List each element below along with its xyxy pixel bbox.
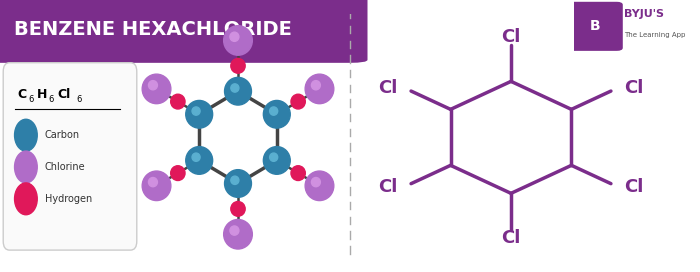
Circle shape <box>230 226 239 235</box>
Circle shape <box>186 100 213 128</box>
Circle shape <box>291 94 305 109</box>
Circle shape <box>270 107 278 115</box>
Text: The Learning App: The Learning App <box>624 32 685 38</box>
Circle shape <box>305 74 334 104</box>
Text: Cl: Cl <box>501 229 521 247</box>
Circle shape <box>171 166 185 181</box>
Circle shape <box>312 178 321 187</box>
Text: C: C <box>17 88 26 101</box>
Text: BENZENE HEXACHLORIDE: BENZENE HEXACHLORIDE <box>14 20 292 39</box>
Text: Cl: Cl <box>378 178 398 196</box>
FancyBboxPatch shape <box>568 2 623 51</box>
Text: Cl: Cl <box>624 178 644 196</box>
Text: 6: 6 <box>48 95 54 104</box>
Text: Carbon: Carbon <box>45 130 80 140</box>
Circle shape <box>225 170 251 197</box>
Circle shape <box>291 166 305 181</box>
Circle shape <box>263 100 290 128</box>
Circle shape <box>15 119 37 151</box>
Circle shape <box>263 147 290 174</box>
Circle shape <box>15 183 37 215</box>
Circle shape <box>270 153 278 161</box>
Circle shape <box>192 107 200 115</box>
Circle shape <box>148 178 158 187</box>
Text: BYJU'S: BYJU'S <box>624 9 664 19</box>
Circle shape <box>15 151 37 183</box>
Circle shape <box>231 176 239 184</box>
Circle shape <box>231 84 239 92</box>
Circle shape <box>142 171 171 200</box>
Text: Cl: Cl <box>501 28 521 46</box>
Circle shape <box>224 26 252 55</box>
Text: Cl: Cl <box>378 79 398 97</box>
Text: Cl: Cl <box>57 88 71 101</box>
Circle shape <box>312 81 321 90</box>
Text: 6: 6 <box>29 95 34 104</box>
Circle shape <box>171 94 185 109</box>
Circle shape <box>186 147 213 174</box>
Text: 6: 6 <box>76 95 82 104</box>
FancyBboxPatch shape <box>0 0 368 63</box>
Circle shape <box>192 153 200 161</box>
Text: H: H <box>37 88 48 101</box>
Circle shape <box>142 74 171 104</box>
Circle shape <box>148 81 158 90</box>
Text: B: B <box>590 19 601 33</box>
Circle shape <box>225 77 251 105</box>
Circle shape <box>231 202 245 216</box>
FancyBboxPatch shape <box>4 63 136 250</box>
Circle shape <box>305 171 334 200</box>
Text: Chlorine: Chlorine <box>45 162 85 172</box>
Text: Cl: Cl <box>624 79 644 97</box>
Text: Hydrogen: Hydrogen <box>45 194 92 204</box>
Circle shape <box>231 58 245 73</box>
Circle shape <box>230 32 239 41</box>
Circle shape <box>224 220 252 249</box>
